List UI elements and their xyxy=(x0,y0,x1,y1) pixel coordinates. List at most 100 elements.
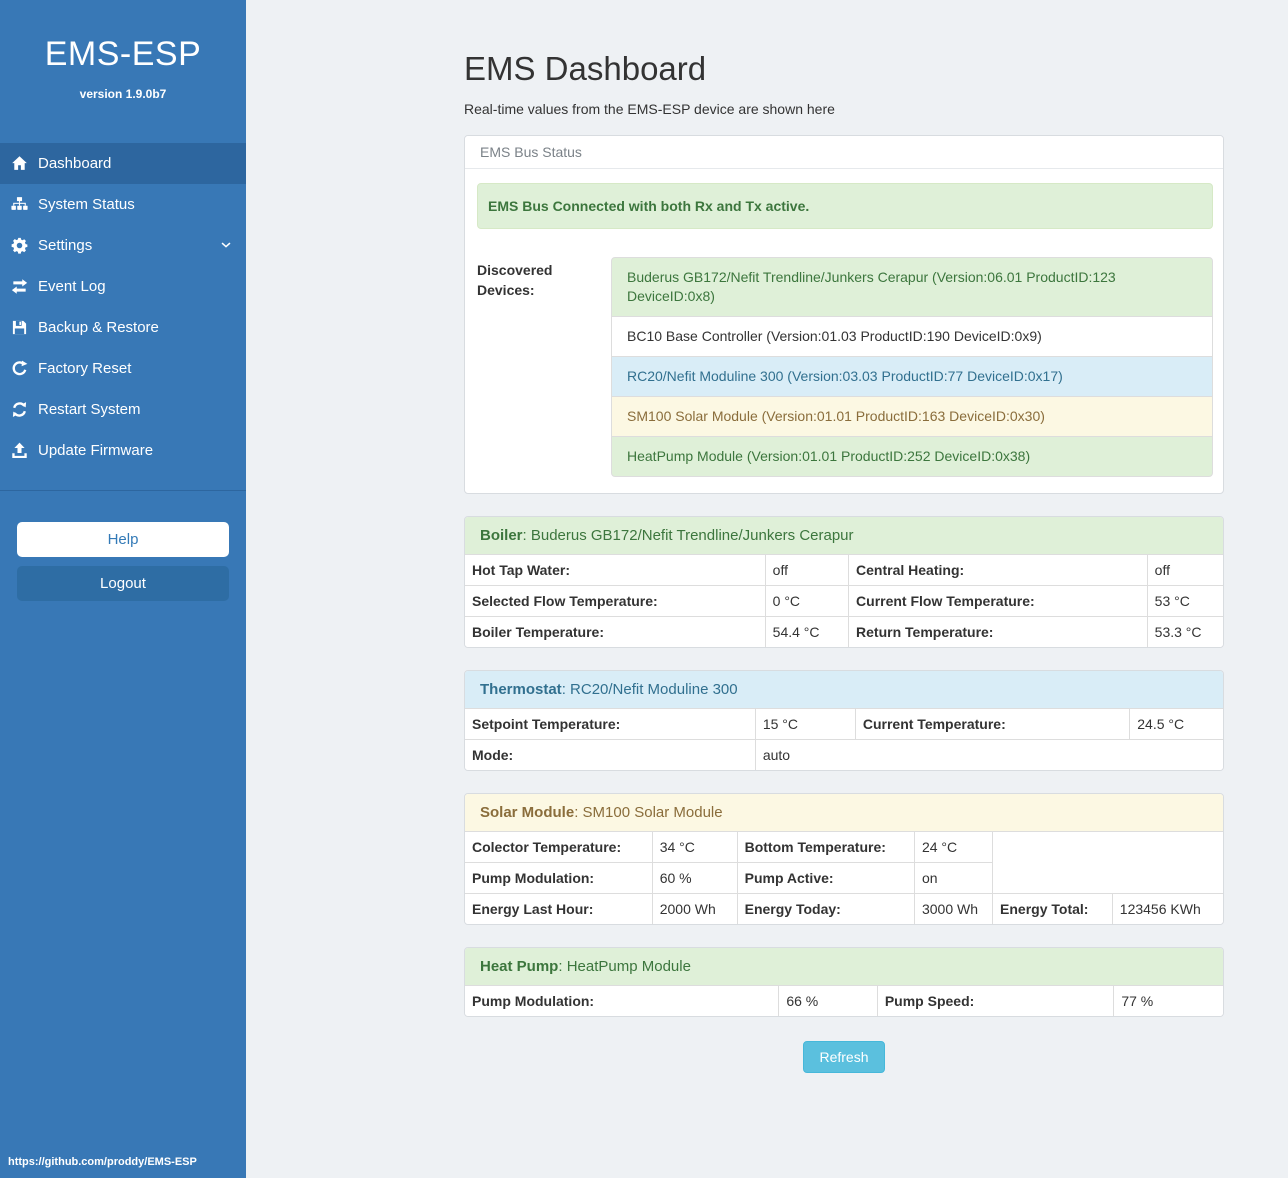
field-label: Return Temperature: xyxy=(848,616,1148,647)
field-value: 54.4 °C xyxy=(764,616,850,647)
field-value: off xyxy=(764,555,850,586)
field-label: Pump Speed: xyxy=(876,986,1115,1016)
field-label: Current Flow Temperature: xyxy=(848,585,1148,617)
field-value: 53.3 °C xyxy=(1146,616,1223,647)
sidebar-item-update-firmware[interactable]: Update Firmware xyxy=(0,430,246,471)
sitemap-icon xyxy=(8,196,30,213)
table-row: Colector Temperature: 34 °C Bottom Tempe… xyxy=(465,832,1223,894)
sidebar-item-settings[interactable]: Settings xyxy=(0,225,246,266)
table-row: Pump Modulation: 60 % Pump Active: on xyxy=(465,862,1223,894)
boiler-title: Boiler xyxy=(480,527,523,544)
field-label: Bottom Temperature: xyxy=(736,832,915,863)
discovered-devices-row: Discovered Devices: Buderus GB172/Nefit … xyxy=(477,257,1213,477)
sidebar-item-backup-restore[interactable]: Backup & Restore xyxy=(0,307,246,348)
exchange-icon xyxy=(8,278,30,295)
brand: EMS-ESP version 1.9.0b7 xyxy=(0,0,246,101)
field-value: 34 °C xyxy=(651,832,738,863)
solar-device-name: : SM100 Solar Module xyxy=(574,804,723,821)
sidebar-item-label: Restart System xyxy=(38,401,141,418)
table-row: Hot Tap Water: off Central Heating: off xyxy=(465,555,1223,586)
gear-icon xyxy=(8,237,30,254)
app-version: version 1.9.0b7 xyxy=(79,87,167,101)
chevron-down-icon xyxy=(220,240,232,252)
field-label: Hot Tap Water: xyxy=(465,555,766,586)
bus-connected-alert: EMS Bus Connected with both Rx and Tx ac… xyxy=(477,183,1213,229)
heat-pump-title: Heat Pump xyxy=(480,958,559,975)
boiler-device-name: : Buderus GB172/Nefit Trendline/Junkers … xyxy=(522,527,854,544)
field-value: 24 °C xyxy=(913,832,994,863)
device-list-item: BC10 Base Controller (Version:01.03 Prod… xyxy=(611,316,1213,357)
sidebar-item-label: System Status xyxy=(38,196,135,213)
device-list-item: HeatPump Module (Version:01.01 ProductID… xyxy=(611,436,1213,477)
field-value: 77 % xyxy=(1113,986,1223,1016)
sidebar: EMS-ESP version 1.9.0b7 Dashboard xyxy=(0,0,246,1178)
field-value: 24.5 °C xyxy=(1129,709,1223,740)
sidebar-item-label: Event Log xyxy=(38,278,106,295)
field-value: 3000 Wh xyxy=(913,893,994,924)
field-value: on xyxy=(913,862,993,894)
table-row: Selected Flow Temperature: 0 °C Current … xyxy=(465,585,1223,617)
field-value: 53 °C xyxy=(1146,585,1223,617)
field-value: off xyxy=(1146,555,1223,586)
thermostat-title: Thermostat xyxy=(480,681,562,698)
table-row: Pump Modulation: 66 % Pump Speed: 77 % xyxy=(465,986,1223,1016)
solar-module-panel: Solar Module: SM100 Solar Module Colecto… xyxy=(464,793,1224,925)
refresh-wrap: Refresh xyxy=(464,1041,1224,1073)
app-title: EMS-ESP xyxy=(44,35,202,73)
upload-icon xyxy=(8,442,30,459)
sidebar-item-label: Backup & Restore xyxy=(38,319,159,336)
help-button[interactable]: Help xyxy=(17,522,229,557)
sidebar-item-label: Factory Reset xyxy=(38,360,132,377)
solar-panel-heading: Solar Module: SM100 Solar Module xyxy=(465,794,1223,832)
field-label: Mode: xyxy=(465,739,756,770)
sidebar-item-dashboard[interactable]: Dashboard xyxy=(0,143,246,184)
sidebar-item-label: Dashboard xyxy=(38,155,112,172)
field-value: auto xyxy=(754,739,1223,770)
home-icon xyxy=(8,155,30,172)
field-label: Central Heating: xyxy=(848,555,1148,586)
field-value: 2000 Wh xyxy=(651,893,738,924)
page-title: EMS Dashboard xyxy=(464,50,707,87)
sidebar-item-factory-reset[interactable]: Factory Reset xyxy=(0,348,246,389)
discovered-devices-label: Discovered Devices: xyxy=(477,262,553,298)
boiler-panel: Boiler: Buderus GB172/Nefit Trendline/Ju… xyxy=(464,516,1224,648)
device-list: Buderus GB172/Nefit Trendline/Junkers Ce… xyxy=(611,257,1213,477)
sidebar-item-restart-system[interactable]: Restart System xyxy=(0,389,246,430)
logout-button[interactable]: Logout xyxy=(17,566,229,601)
table-row: Mode: auto xyxy=(465,739,1223,770)
device-list-item: Buderus GB172/Nefit Trendline/Junkers Ce… xyxy=(611,257,1213,317)
ems-bus-status-body: EMS Bus Connected with both Rx and Tx ac… xyxy=(465,169,1223,493)
field-label: Selected Flow Temperature: xyxy=(465,585,766,617)
thermostat-panel-heading: Thermostat: RC20/Nefit Moduline 300 xyxy=(465,671,1223,709)
ems-bus-status-panel: EMS Bus Status EMS Bus Connected with bo… xyxy=(464,135,1224,494)
repeat-icon xyxy=(8,360,30,377)
ems-bus-status-heading: EMS Bus Status xyxy=(465,136,1223,169)
field-label: Pump Modulation: xyxy=(465,986,780,1016)
field-label: Pump Modulation: xyxy=(465,862,653,894)
heat-pump-panel: Heat Pump: HeatPump Module Pump Modulati… xyxy=(464,947,1224,1017)
sidebar-item-label: Update Firmware xyxy=(38,442,154,459)
field-value: 66 % xyxy=(778,986,878,1016)
device-list-item: RC20/Nefit Moduline 300 (Version:03.03 P… xyxy=(611,356,1213,397)
page-subtitle: Real-time values from the EMS-ESP device… xyxy=(464,101,835,117)
field-label: Energy Today: xyxy=(736,893,915,924)
main-content: EMS Dashboard Real-time values from the … xyxy=(246,0,1288,1073)
field-label: Colector Temperature: xyxy=(465,832,653,863)
thermostat-panel: Thermostat: RC20/Nefit Moduline 300 Setp… xyxy=(464,670,1224,771)
table-row: Boiler Temperature: 54.4 °C Return Tempe… xyxy=(465,616,1223,647)
empty-cell xyxy=(992,832,1223,894)
field-label: Energy Total: xyxy=(992,893,1113,924)
boiler-panel-heading: Boiler: Buderus GB172/Nefit Trendline/Ju… xyxy=(465,517,1223,555)
field-value: 123456 KWh xyxy=(1111,893,1223,924)
sidebar-nav: Dashboard System Status xyxy=(0,143,246,471)
refresh-button[interactable]: Refresh xyxy=(803,1041,885,1073)
table-row: Setpoint Temperature: 15 °C Current Temp… xyxy=(465,709,1223,740)
heat-pump-table: Pump Modulation: 66 % Pump Speed: 77 % xyxy=(465,986,1223,1016)
sidebar-item-event-log[interactable]: Event Log xyxy=(0,266,246,307)
field-label: Boiler Temperature: xyxy=(465,616,766,647)
solar-title: Solar Module xyxy=(480,804,575,821)
field-label: Pump Active: xyxy=(736,862,915,894)
sidebar-item-system-status[interactable]: System Status xyxy=(0,184,246,225)
sidebar-item-label: Settings xyxy=(38,237,93,254)
